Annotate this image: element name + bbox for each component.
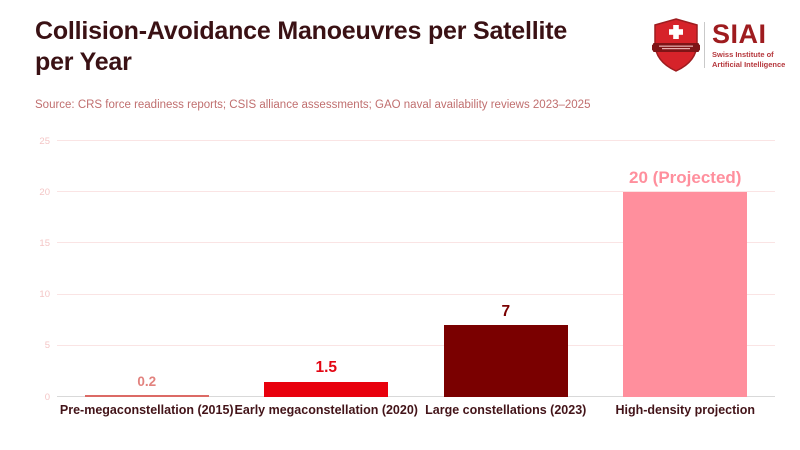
y-tick-label: 15 — [39, 237, 50, 249]
gridline — [57, 140, 775, 141]
x-tick-label: Large constellations (2023) — [425, 403, 587, 417]
bar-slots: 0.2 1.5 7 20 (Projected) — [57, 141, 775, 397]
logo-org-name: Swiss Institute of Artificial Intelligen… — [712, 50, 786, 69]
bar — [84, 394, 209, 397]
bar-value-label: 20 (Projected) — [629, 168, 742, 188]
bar — [264, 381, 389, 397]
logo-acronym: SIAI — [712, 19, 767, 50]
y-tick-label: 20 — [39, 186, 50, 198]
bar — [623, 192, 748, 397]
siai-logo: SIAI Swiss Institute of Artificial Intel… — [651, 18, 785, 72]
plot-area: 0.2 1.5 7 20 (Projected) — [57, 140, 775, 397]
y-tick-label: 10 — [39, 288, 50, 300]
x-tick-slot: Early megaconstellation (2020) — [234, 403, 418, 417]
bar-slot: 20 (Projected) — [596, 141, 776, 397]
x-axis-labels: Pre-megaconstellation (2015) Early megaco… — [57, 403, 775, 417]
logo-text: SIAI Swiss Institute of Artificial Intel… — [712, 21, 785, 69]
y-axis: 0 5 10 15 20 25 — [16, 136, 50, 401]
bar-slot: 0.2 — [57, 141, 237, 397]
gridline — [57, 344, 775, 346]
y-tick-label: 25 — [39, 135, 50, 147]
bar-slot: 1.5 — [237, 141, 417, 397]
x-tick-slot: Large constellations (2023) — [416, 403, 596, 417]
x-tick-label: High-density projection — [615, 403, 756, 417]
x-tick-slot: Pre-megaconstellation (2015) — [57, 403, 237, 417]
bar-value-label: 7 — [501, 302, 511, 320]
bar-slot: 7 — [416, 141, 596, 397]
bar-value-label: 0.2 — [137, 374, 157, 390]
gridline — [57, 191, 775, 193]
gridline — [57, 293, 775, 295]
page-title: Collision-Avoidance Manoeuvres per Satel… — [35, 17, 568, 76]
logo-divider — [704, 22, 705, 68]
bar-value-label: 1.5 — [315, 359, 338, 377]
x-tick-slot: High-density projection — [596, 403, 776, 417]
y-tick-label: 0 — [44, 391, 50, 403]
source-note: Source: CRS force readiness reports; CSI… — [35, 99, 591, 111]
swiss-shield-icon — [651, 18, 701, 72]
y-tick-label: 5 — [44, 340, 50, 352]
gridline — [57, 396, 775, 397]
x-tick-label: Early megaconstellation (2020) — [234, 403, 418, 417]
gridline — [57, 242, 775, 244]
bar — [443, 325, 568, 397]
x-tick-label: Pre-megaconstellation (2015) — [59, 403, 234, 417]
